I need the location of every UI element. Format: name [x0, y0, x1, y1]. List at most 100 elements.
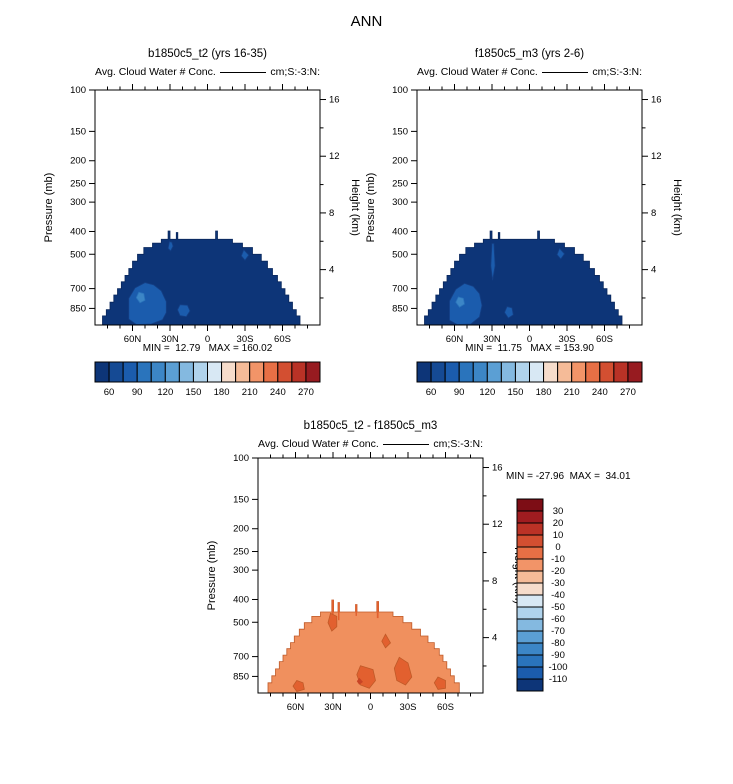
- y-tick-label: 150: [233, 494, 249, 505]
- colorbar-segment: [627, 361, 643, 383]
- units-label: cm;S:-3:N:: [270, 66, 320, 78]
- y-tick-label: 150: [392, 126, 408, 137]
- colorbar-segment: [305, 361, 321, 383]
- colorbar-label: 240: [592, 387, 608, 398]
- panel-case2: f1850c5_m3 (yrs 2-6) Avg. Cloud Water # …: [358, 48, 692, 401]
- colorbar-segment: [516, 558, 544, 572]
- colorbar-segment: [514, 361, 530, 383]
- colorbar-label: 10: [553, 530, 564, 541]
- colorbar-segment: [516, 606, 544, 620]
- y-tick-label: 500: [392, 249, 408, 260]
- colorbar-segment: [136, 361, 152, 383]
- y-tick-label: 400: [233, 594, 249, 605]
- y-tick-label: 100: [233, 453, 249, 464]
- y-tick-label: 700: [233, 652, 249, 663]
- cloud-region-mid: [504, 306, 514, 319]
- cloud-region-mid: [240, 248, 250, 261]
- colorbar-segment: [516, 666, 544, 680]
- colorbar-label: 180: [536, 387, 552, 398]
- cloud-region-mid: [167, 241, 174, 252]
- colorbar-segment: [516, 618, 544, 632]
- colorbar: 60 90 120 150 180 210 240 270: [416, 361, 645, 401]
- diff-region-pos: [393, 656, 413, 686]
- colorbar-segment: [557, 361, 573, 383]
- y-tick-label: 250: [70, 179, 86, 190]
- x-tick-label: 30N: [161, 334, 179, 345]
- x-tick-label: 30S: [400, 702, 417, 713]
- colorbar-label: 150: [508, 387, 524, 398]
- colorbar-segment: [500, 361, 516, 383]
- colorbar-label: 120: [157, 387, 173, 398]
- diff-region-pos: [433, 676, 446, 690]
- y-tick-label: 850: [392, 303, 408, 314]
- cloud-region-high: [135, 291, 146, 304]
- diff-region-pos: [292, 680, 305, 692]
- cloud-region-mid: [490, 243, 496, 281]
- colorbar-segment: [599, 361, 615, 383]
- colorbar-segment: [516, 498, 544, 512]
- y2-axis-title: Height (km): [349, 179, 361, 236]
- y2-tick-label: 16: [651, 95, 662, 106]
- colorbar-svg: 60 90 120 150 180 210 240 270: [416, 361, 643, 398]
- colorbar-segment: [178, 361, 194, 383]
- colorbar-segment: [94, 361, 110, 383]
- x-tick-label: 60N: [124, 334, 142, 345]
- colorbar-segment: [516, 546, 544, 560]
- panel-subtitle-row: Avg. Cloud Water # Conc. cm;S:-3:N:: [258, 438, 483, 450]
- y-tick-label: 850: [70, 303, 86, 314]
- colorbar-segment: [249, 361, 265, 383]
- x-tick-label: 60S: [596, 334, 613, 345]
- y2-tick-label: 8: [492, 576, 497, 587]
- y-tick-label: 100: [70, 85, 86, 96]
- colorbar-segment: [416, 361, 432, 383]
- y-tick-label: 200: [392, 156, 408, 167]
- y2-tick-label: 16: [329, 95, 340, 106]
- variable-label: Avg. Cloud Water # Conc.: [258, 438, 379, 450]
- contour-plot-svg: 60N 30N 0 30S 60S 100 150 200 250 300 400 500 700 850…: [43, 84, 361, 345]
- y2-tick-label: 12: [492, 519, 503, 530]
- colorbar-label: 270: [620, 387, 636, 398]
- colorbar-label: 270: [298, 387, 314, 398]
- x-tick-label: 60N: [287, 702, 305, 713]
- minmax-label: MIN = 12.79 MAX = 160.02: [142, 343, 273, 354]
- subtitle-rule: [541, 71, 589, 73]
- colorbar-label: -40: [551, 590, 565, 601]
- y2-tick-label: 4: [651, 265, 656, 276]
- cloud-region-mid: [556, 247, 566, 260]
- colorbar-label: 0: [555, 542, 560, 553]
- colorbar-label: 150: [186, 387, 202, 398]
- x-tick-label: 30N: [483, 334, 501, 345]
- colorbar-segment: [108, 361, 124, 383]
- panel-title: b1850c5_t2 - f1850c5_m3: [303, 420, 438, 432]
- colorbar-segment: [122, 361, 138, 383]
- units-label: cm;S:-3:N:: [433, 438, 483, 450]
- colorbar-segment: [192, 361, 208, 383]
- colorbar-segment: [516, 678, 544, 692]
- colorbar-segment: [277, 361, 293, 383]
- colorbar-segment: [486, 361, 502, 383]
- contour-plot: 60N 30N 0 30S 60S 100 150 200 250 300 400 500 700 850…: [36, 80, 370, 345]
- colorbar-segment: [571, 361, 587, 383]
- units-label: cm;S:-3:N:: [592, 66, 642, 78]
- colorbar-label: 210: [564, 387, 580, 398]
- colorbar-label: -20: [551, 566, 565, 577]
- y2-tick-label: 12: [651, 151, 662, 162]
- colorbar-label: 60: [426, 387, 437, 398]
- colorbar-label: -10: [551, 554, 565, 565]
- colorbar-label: 30: [553, 506, 564, 517]
- colorbar-label: -100: [548, 662, 567, 673]
- x-tick-label: 60S: [437, 702, 454, 713]
- colorbar-segment: [235, 361, 251, 383]
- diff-region-pos: [327, 612, 338, 632]
- y2-tick-label: 4: [492, 633, 497, 644]
- x-tick-label: 30S: [237, 334, 254, 345]
- colorbar-segment: [150, 361, 166, 383]
- contour-plot: 60N 30N 0 30S 60S 100 150 200 250 300 400 500 700 850…: [199, 448, 533, 713]
- y-tick-label: 500: [233, 617, 249, 628]
- y-tick-label: 400: [392, 226, 408, 237]
- colorbar: 30 20 10 0 -10 -20 -30 -40 -50 -60 -70 -80 -90 -100 -1…: [516, 498, 596, 692]
- x-tick-label: 0: [527, 334, 532, 345]
- colorbar-segment: [516, 594, 544, 608]
- y2-axis-title: Height (km): [671, 179, 683, 236]
- y2-tick-label: 16: [492, 463, 503, 474]
